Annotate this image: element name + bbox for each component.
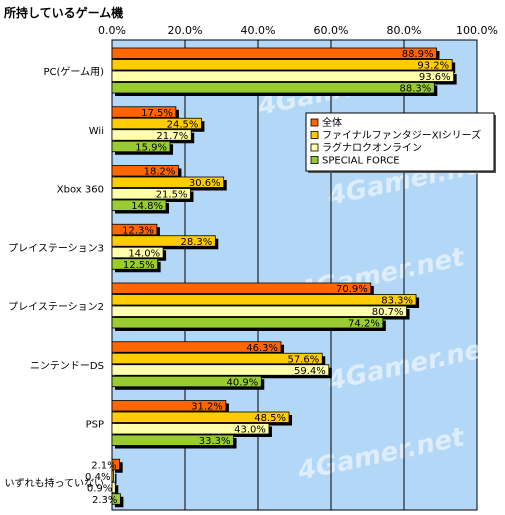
bar-4-3	[111, 317, 384, 329]
bar-6-1	[111, 411, 290, 423]
category-label-7: いずれも持っていない	[5, 476, 105, 489]
value-label-6-0: 31.2%	[191, 402, 223, 413]
value-label-1-3: 15.9%	[135, 142, 167, 153]
value-label-5-3: 40.9%	[227, 377, 259, 388]
value-label-2-2: 21.5%	[156, 190, 188, 201]
value-label-2-0: 18.2%	[144, 167, 176, 178]
value-label-7-1: 0.4%	[85, 472, 110, 483]
bar-4-0	[111, 282, 372, 294]
bar-3-2	[111, 246, 164, 259]
bar-5-0	[111, 341, 282, 353]
value-label-4-1: 83.3%	[381, 296, 413, 307]
legend-label-0: 全体	[322, 116, 342, 129]
value-label-1-1: 24.5%	[167, 119, 199, 130]
bar-4-2	[111, 305, 407, 317]
legend-swatch-1	[310, 131, 319, 139]
legend-label-1: ファイナルファンタジーXIシリーズ	[322, 129, 481, 142]
value-label-2-1: 30.6%	[189, 178, 221, 189]
category-label-2: Xbox 360	[57, 185, 104, 196]
bar-5-2	[111, 364, 330, 376]
legend-swatch-2	[310, 143, 319, 152]
bar-5-1	[111, 352, 323, 365]
value-label-7-2: 0.9%	[87, 483, 112, 494]
legend-box	[305, 112, 495, 172]
bar-3-3	[111, 258, 159, 270]
value-label-3-1: 28.3%	[181, 237, 213, 248]
bar-6-2	[111, 423, 270, 435]
value-label-3-2: 14.0%	[128, 248, 160, 259]
bar-1-0	[111, 106, 177, 118]
value-label-0-0: 88.9%	[402, 49, 434, 60]
bar-7-2	[111, 481, 116, 494]
bar-1-2	[111, 129, 192, 141]
bar-5-3	[111, 375, 262, 388]
bar-2-3	[111, 199, 167, 211]
bar-shadow-7-1	[115, 473, 117, 485]
value-label-1-0: 17.5%	[141, 108, 173, 119]
bar-0-1	[111, 59, 453, 71]
bar-1-3	[111, 140, 171, 153]
value-label-7-3: 2.3%	[92, 495, 117, 506]
legend-label-3: SPECIAL FORCE	[322, 156, 400, 167]
bar-0-0	[111, 47, 437, 59]
value-label-0-1: 93.2%	[417, 61, 449, 72]
x-tick-label-0: 0.0%	[98, 24, 126, 37]
value-label-5-1: 57.6%	[287, 354, 319, 365]
x-tick-label-3: 60.0%	[314, 24, 349, 37]
bar-1-1	[111, 117, 202, 130]
legend-label-2: ラグナロクオンライン	[322, 141, 422, 154]
category-label-6: PSP	[86, 420, 104, 431]
category-label-5: ニンテンドーDS	[30, 361, 104, 372]
bar-2-0	[111, 165, 179, 177]
value-label-2-3: 14.8%	[131, 201, 163, 212]
chart-title: 所持しているゲーム機	[4, 6, 124, 20]
bar-7-1	[111, 470, 114, 482]
bar-3-1	[111, 235, 216, 247]
x-tick-label-1: 20.0%	[168, 24, 203, 37]
value-label-4-0: 70.9%	[336, 284, 368, 295]
bar-0-2	[111, 70, 455, 82]
bar-shadow-7-2	[115, 485, 119, 496]
bar-7-0	[111, 458, 121, 471]
bar-7-3	[111, 493, 121, 505]
bar-2-2	[111, 188, 191, 200]
bar-6-0	[111, 400, 227, 412]
value-label-3-0: 12.3%	[122, 225, 154, 236]
value-label-5-0: 46.3%	[246, 343, 278, 354]
value-label-7-0: 2.1%	[91, 460, 116, 471]
value-label-3-3: 12.5%	[123, 260, 155, 271]
legend-swatch-3	[310, 156, 319, 164]
value-label-4-2: 80.7%	[372, 307, 404, 318]
value-label-5-2: 59.4%	[294, 366, 326, 377]
x-tick-label-2: 40.0%	[241, 24, 276, 37]
bar-0-3	[111, 82, 435, 94]
category-label-3: プレイステーション3	[8, 242, 104, 254]
bar-6-3	[111, 434, 234, 446]
bar-2-1	[111, 176, 225, 188]
bar-3-0	[111, 223, 158, 236]
x-tick-label-5: 100.0%	[456, 24, 498, 37]
bar-4-1	[111, 294, 417, 306]
category-label-4: プレイステーション2	[8, 301, 104, 313]
value-label-4-3: 74.2%	[348, 319, 380, 330]
category-label-0: PC(ゲーム用)	[43, 66, 104, 78]
value-label-6-2: 43.0%	[234, 425, 266, 436]
value-label-1-2: 21.7%	[156, 131, 188, 142]
x-tick-label-4: 80.0%	[387, 24, 422, 37]
legend-swatch-0	[310, 118, 319, 127]
value-label-6-1: 48.5%	[254, 413, 286, 424]
category-label-1: Wii	[89, 126, 104, 137]
value-label-6-3: 33.3%	[199, 436, 231, 447]
value-label-0-3: 88.3%	[400, 84, 432, 95]
value-label-0-2: 93.6%	[419, 72, 451, 83]
